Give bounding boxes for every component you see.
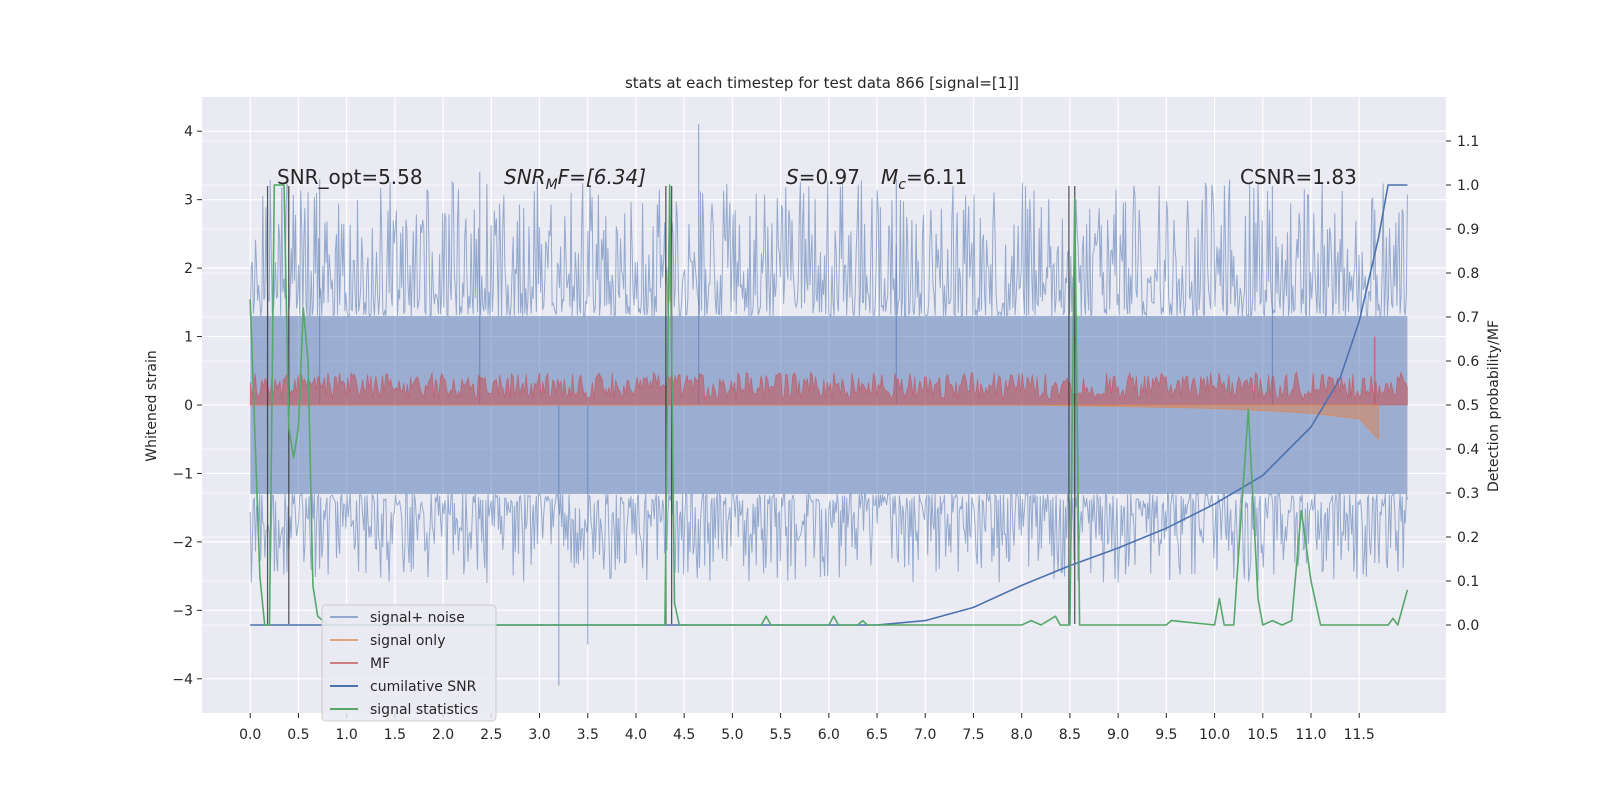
y2-tick-label: 0.1 xyxy=(1457,574,1479,590)
y-tick-label: −4 xyxy=(172,672,193,688)
series-cumilative-snr xyxy=(250,184,1408,626)
x-tick-label: 0.0 xyxy=(239,727,261,743)
x-tick-label: 4.5 xyxy=(673,727,695,743)
chart-title: stats at each timestep for test data 866… xyxy=(625,74,1019,92)
y-tick-label: 0 xyxy=(184,398,193,414)
annotation-csnr: CSNR=1.83 xyxy=(1240,165,1357,189)
y2-tick-label: 0.7 xyxy=(1457,310,1479,326)
x-tick-label: 1.0 xyxy=(336,727,358,743)
x-tick-label: 8.0 xyxy=(1011,727,1033,743)
y-tick-label: 1 xyxy=(184,330,193,346)
x-tick-label: 11.0 xyxy=(1295,727,1326,743)
x-tick-label: 8.5 xyxy=(1059,727,1081,743)
y2-tick-label: 0.2 xyxy=(1457,530,1479,546)
cumilative-snr-line xyxy=(250,184,1408,626)
legend-label: MF xyxy=(370,656,390,672)
y-tick-label: −2 xyxy=(172,535,193,551)
y-tick-label: 4 xyxy=(184,124,193,140)
series-signal-statistics xyxy=(249,184,1409,626)
x-tick-label: 6.0 xyxy=(818,727,840,743)
y2-tick-label: 0.9 xyxy=(1457,222,1479,238)
x-tick-label: 9.0 xyxy=(1107,727,1129,743)
x-tick-label: 2.0 xyxy=(432,727,454,743)
y2-tick-label: 0.4 xyxy=(1457,442,1479,458)
y2-tick-label: 1.1 xyxy=(1457,134,1479,150)
signal-only-trace xyxy=(250,404,1379,441)
x-tick-label: 2.5 xyxy=(480,727,502,743)
y-axis-label: Whitened strain xyxy=(144,350,160,461)
legend-box xyxy=(321,604,497,722)
y2-tick-label: 0.6 xyxy=(1457,354,1479,370)
x-tick-label: 3.0 xyxy=(528,727,550,743)
y2-tick-label: 1.0 xyxy=(1457,178,1479,194)
x-tick-label: 10.5 xyxy=(1247,727,1278,743)
y-axis-ticks: 4 3 2 1 0 −1 −2 −3 −4 xyxy=(172,124,202,688)
x-tick-label: 7.0 xyxy=(914,727,936,743)
x-tick-label: 11.5 xyxy=(1344,727,1375,743)
x-tick-label: 5.5 xyxy=(769,727,791,743)
legend-label: signal+ noise xyxy=(370,610,465,626)
annotation-s: S=0.97 xyxy=(786,165,860,189)
series-signal-only xyxy=(250,404,1379,441)
y2-tick-label: 0.3 xyxy=(1457,486,1479,502)
legend-label: signal only xyxy=(370,633,445,649)
signal-statistics-line xyxy=(249,184,1409,626)
x-tick-label: 1.5 xyxy=(384,727,406,743)
x-tick-label: 9.5 xyxy=(1155,727,1177,743)
noise-trace-upper xyxy=(249,179,1408,318)
x-tick-label: 10.0 xyxy=(1199,727,1230,743)
y2-axis-label: Detection probability/MF xyxy=(1486,320,1502,492)
legend-label: cumilative SNR xyxy=(370,679,477,695)
mf-trace xyxy=(249,371,1408,406)
y2-tick-label: 0.0 xyxy=(1457,618,1479,634)
annotation-mc: Mc=6.11 xyxy=(881,165,967,193)
y-tick-label: −1 xyxy=(172,466,193,482)
y2-tick-label: 0.8 xyxy=(1457,266,1479,282)
y2-axis-ticks: 1.1 1.0 0.9 0.8 0.7 0.6 0.5 0.4 0.3 0.2 0.1 0.0 xyxy=(1446,134,1479,634)
y-tick-label: −3 xyxy=(172,603,193,619)
annotations: SNR_opt=5.58 SNRMF=[6.34] S=0.97 Mc=6.11… xyxy=(277,165,1357,193)
y-tick-label: 2 xyxy=(184,261,193,277)
x-tick-label: 4.0 xyxy=(625,727,647,743)
x-tick-label: 5.0 xyxy=(721,727,743,743)
annotation-snr-opt: SNR_opt=5.58 xyxy=(277,165,423,189)
noise-trace-lower xyxy=(249,492,1408,583)
legend: signal+ noise signal only MF cumilative SNR… xyxy=(321,604,497,722)
series-mf xyxy=(249,336,1408,406)
y-tick-label: 3 xyxy=(184,193,193,209)
legend-label: signal statistics xyxy=(370,702,478,718)
x-tick-label: 6.5 xyxy=(866,727,888,743)
annotation-snr-mf: SNRMF=[6.34] xyxy=(504,165,646,193)
y2-tick-label: 0.5 xyxy=(1457,398,1479,414)
x-tick-label: 3.5 xyxy=(577,727,599,743)
x-axis-ticks: 0.0 0.5 1.0 1.5 2.0 2.5 3.0 3.5 4.0 4.5 5.0 5.5 6.0 6… xyxy=(239,713,1375,743)
x-tick-label: 0.5 xyxy=(287,727,309,743)
x-tick-label: 7.5 xyxy=(962,727,984,743)
